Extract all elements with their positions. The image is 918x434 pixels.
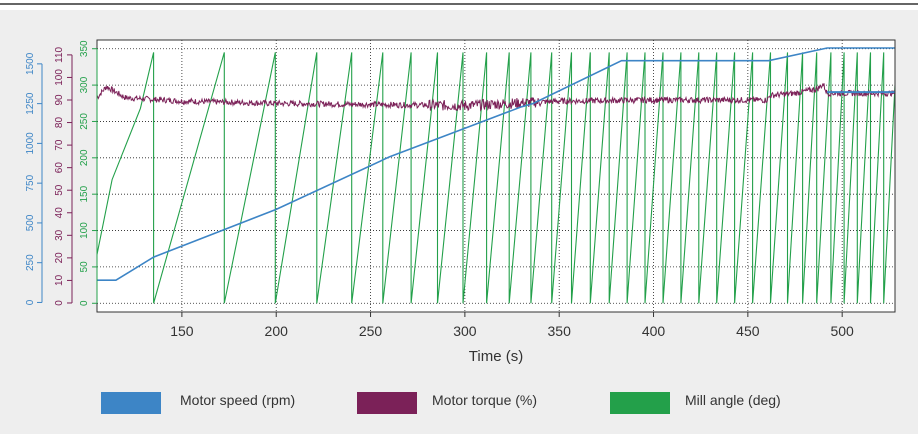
- y-tick-label-torque: 20: [54, 252, 65, 264]
- y-tick-label-torque: 100: [54, 69, 65, 86]
- y-tick-label-speed: 500: [25, 214, 36, 231]
- series-layer: [97, 47, 895, 304]
- series-line-motor-torque: [97, 83, 895, 112]
- series-line-mill-angle: [97, 52, 895, 304]
- y-tick-label-speed: 0: [25, 299, 36, 305]
- y-tick-label-angle: 200: [79, 149, 90, 166]
- y-tick-label-torque: 10: [54, 274, 65, 286]
- y-tick-label-angle: 150: [79, 185, 90, 202]
- y-tick-label-speed: 1500: [25, 52, 36, 75]
- y-tick-label-speed: 1250: [25, 92, 36, 115]
- y-tick-label-angle: 350: [79, 40, 90, 57]
- x-tick-label: 450: [736, 323, 760, 339]
- y-tick-label-angle: 100: [79, 222, 90, 239]
- y-tick-label-torque: 60: [54, 162, 65, 174]
- x-tick-label: 350: [548, 323, 572, 339]
- y-tick-label-angle: 250: [79, 113, 90, 130]
- series-line-motor-speed: [97, 47, 895, 282]
- legend-label-angle: Mill angle (deg): [685, 392, 781, 408]
- y-tick-label-torque: 90: [54, 94, 65, 106]
- y-tick-label-speed: 250: [25, 254, 36, 271]
- x-tick-label: 250: [359, 323, 383, 339]
- y-tick-label-angle: 300: [79, 76, 90, 93]
- axes-layer: 150 200 250 300 350 400 450 5000250500750100012…: [25, 40, 854, 339]
- y-tick-label-speed: 750: [25, 174, 36, 191]
- legend-swatch-speed: [101, 392, 161, 414]
- legend-swatch-torque: [357, 392, 417, 414]
- y-tick-label-torque: 30: [54, 229, 65, 241]
- y-tick-label-angle: 0: [79, 300, 90, 306]
- x-tick-label: 300: [453, 323, 477, 339]
- legend: Motor speed (rpm) Motor torque (%) Mill …: [0, 386, 918, 426]
- x-axis-label: Time (s): [469, 348, 523, 365]
- y-tick-label-torque: 40: [54, 207, 65, 219]
- grid-lines: [97, 40, 895, 312]
- x-tick-label: 500: [830, 323, 854, 339]
- series-clip-group: [97, 47, 895, 304]
- y-tick-label-torque: 110: [54, 46, 65, 62]
- x-tick-label: 150: [170, 323, 194, 339]
- y-tick-label-angle: 50: [79, 261, 90, 273]
- x-tick-label: 200: [265, 323, 289, 339]
- legend-label-speed: Motor speed (rpm): [180, 392, 296, 408]
- legend-label-torque: Motor torque (%): [432, 392, 538, 408]
- y-tick-label-torque: 80: [54, 117, 65, 129]
- y-tick-label-speed: 1000: [25, 132, 36, 155]
- y-tick-label-torque: 70: [54, 139, 65, 151]
- y-tick-label-torque: 50: [54, 184, 65, 196]
- x-tick-label: 400: [642, 323, 666, 339]
- legend-swatch-angle: [610, 392, 670, 414]
- y-tick-label-torque: 0: [54, 300, 65, 306]
